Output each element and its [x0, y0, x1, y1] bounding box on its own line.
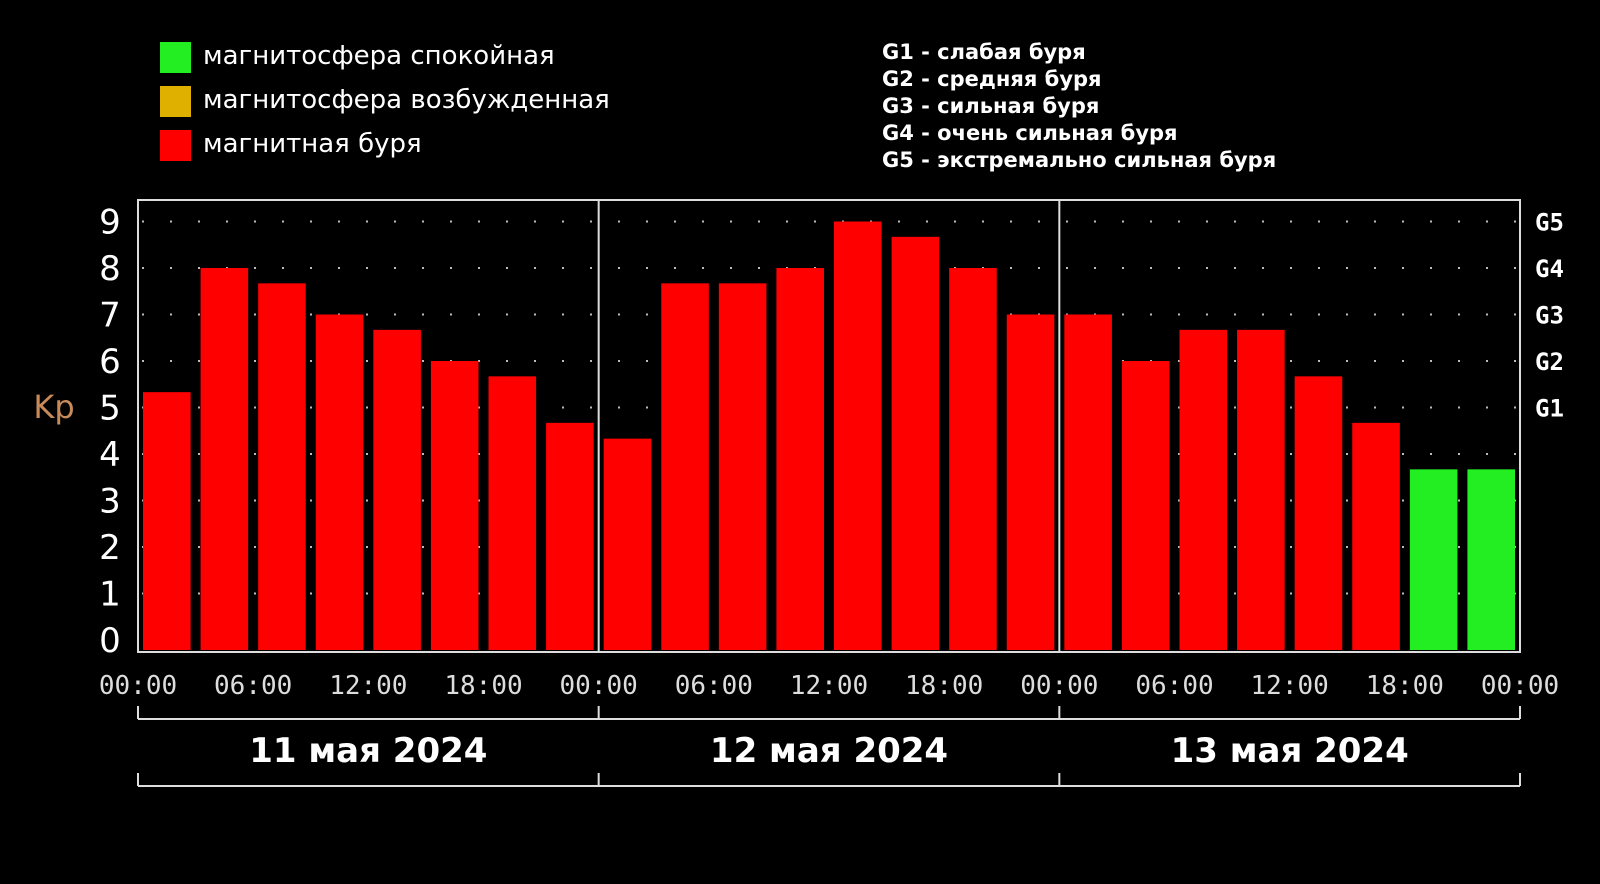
legend-label-storm: магнитная буря	[203, 129, 422, 159]
day-label: 13 мая 2024	[1171, 731, 1409, 771]
x-tick-label: 06:00	[1135, 671, 1213, 701]
kp-bar	[1006, 314, 1055, 650]
legend-swatch-quiet	[160, 42, 191, 73]
kp-bar	[718, 283, 767, 650]
kp-bar	[603, 438, 652, 650]
day-label: 11 мая 2024	[249, 731, 487, 771]
g-scale-item-g1: G1 - слабая буря	[882, 40, 1086, 64]
kp-bar	[200, 268, 249, 650]
g-scale-item-g5: G5 - экстремально сильная буря	[882, 148, 1277, 172]
g-scale-tick-label: G3	[1535, 302, 1564, 330]
kp-bar	[315, 314, 364, 650]
x-tick-label: 06:00	[214, 671, 292, 701]
g-scale-tick-label: G5	[1535, 209, 1564, 237]
kp-bar	[488, 376, 537, 650]
kp-bar	[1121, 361, 1170, 650]
g-scale-tick-label: G1	[1535, 395, 1564, 423]
y-tick-label: 8	[99, 249, 121, 289]
x-tick-label: 18:00	[444, 671, 522, 701]
kp-bar	[373, 329, 421, 650]
legend-label-active: магнитосфера возбужденная	[203, 85, 610, 115]
g-scale-tick-label: G4	[1535, 255, 1564, 283]
g-scale-list: G1 - слабая буря G2 - средняя буря G3 - …	[882, 40, 1276, 175]
kp-bar	[661, 283, 709, 650]
y-tick-label: 2	[99, 528, 121, 568]
kp-bar	[258, 283, 306, 650]
kp-bar	[1179, 329, 1228, 650]
y-tick-label: 5	[99, 389, 121, 429]
day-label: 12 мая 2024	[710, 731, 948, 771]
legend-swatch-active	[160, 86, 191, 117]
legend-label-quiet: магнитосфера спокойная	[203, 41, 555, 71]
g-scale-tick-label: G2	[1535, 348, 1564, 376]
kp-bar	[891, 236, 940, 650]
legend-swatch-storm	[160, 130, 191, 161]
x-tick-label: 12:00	[1251, 671, 1329, 701]
kp-bar	[1409, 469, 1458, 650]
kp-bar	[776, 268, 824, 650]
y-tick-label: 1	[99, 575, 121, 615]
plot-frame	[137, 199, 1521, 653]
kp-bar	[949, 268, 997, 650]
kp-bar	[1064, 314, 1112, 650]
kp-bar	[1294, 376, 1343, 650]
x-tick-label: 12:00	[329, 671, 407, 701]
kp-bar	[1237, 329, 1285, 650]
y-tick-label: 0	[99, 621, 121, 661]
g-scale-item-g2: G2 - средняя буря	[882, 67, 1102, 91]
kp-bar	[834, 221, 882, 650]
kp-bar	[430, 361, 479, 650]
x-tick-label: 18:00	[905, 671, 983, 701]
x-tick-label: 06:00	[675, 671, 753, 701]
x-tick-label: 00:00	[560, 671, 638, 701]
g-scale-item-g3: G3 - сильная буря	[882, 94, 1100, 118]
y-axis-label: Kp	[33, 388, 74, 426]
y-tick-label: 6	[99, 342, 121, 382]
y-tick-label: 4	[99, 435, 121, 475]
x-tick-label: 12:00	[790, 671, 868, 701]
kp-bar	[1467, 469, 1515, 650]
kp-bar	[1352, 422, 1400, 650]
x-tick-label: 00:00	[99, 671, 177, 701]
y-tick-label: 7	[99, 296, 121, 336]
x-tick-label: 00:00	[1020, 671, 1098, 701]
kp-bar	[143, 392, 191, 650]
kp-bar	[546, 422, 594, 650]
y-tick-label: 3	[99, 482, 121, 522]
x-tick-label: 00:00	[1481, 671, 1559, 701]
y-tick-label: 9	[99, 203, 121, 243]
g-scale-item-g4: G4 - очень сильная буря	[882, 121, 1178, 145]
x-tick-label: 18:00	[1366, 671, 1444, 701]
